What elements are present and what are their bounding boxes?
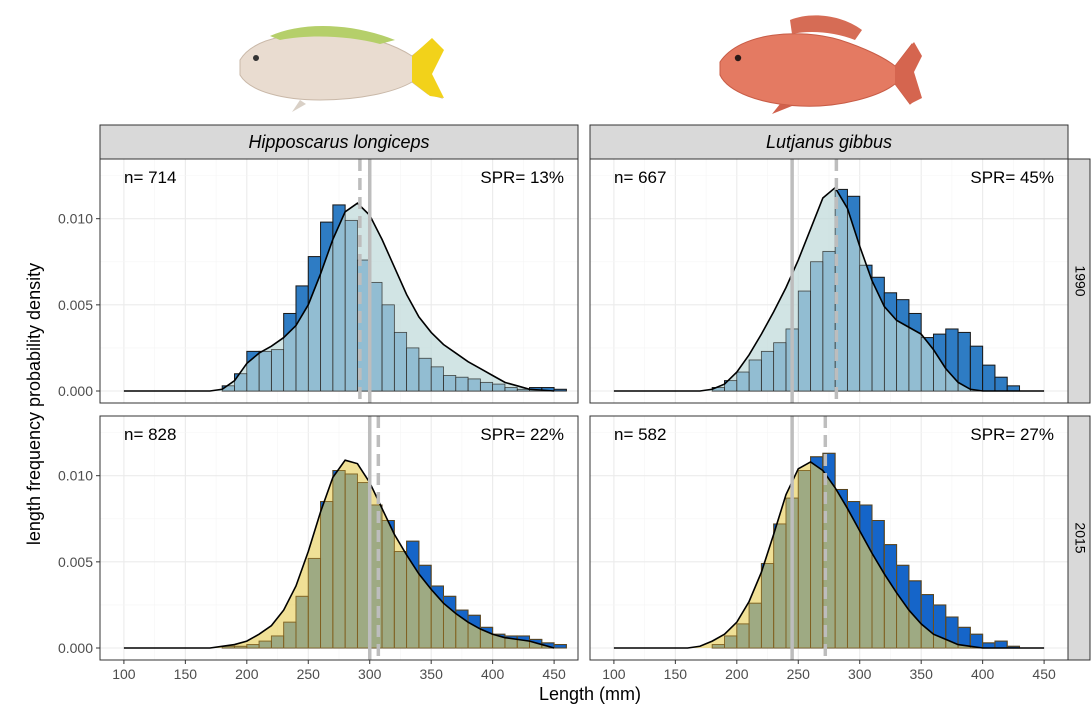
histogram-bar-outline (969, 633, 984, 649)
y-tick-label: 0.000 (58, 383, 93, 399)
n-label: n= 828 (124, 425, 176, 444)
panel-border (99, 415, 579, 661)
x-tick-label: 100 (602, 666, 626, 682)
x-tick-label: 200 (235, 666, 259, 682)
density-curve (123, 202, 555, 392)
x-tick-label: 150 (664, 666, 688, 682)
spr-label: SPR= 13% (480, 168, 564, 187)
n-label: n= 582 (614, 425, 666, 444)
y-tick-label: 0.010 (58, 468, 93, 484)
species-strip-label: Lutjanus gibbus (766, 132, 892, 152)
y-axis-title: length frequency probability density (24, 263, 44, 545)
n-label: n= 667 (614, 168, 666, 187)
n-label: n= 714 (124, 168, 176, 187)
x-axis-title: Length (mm) (539, 684, 641, 704)
species-strip-label: Hipposcarus longiceps (248, 132, 429, 152)
density-area (123, 203, 555, 391)
year-strip-label: 2015 (1072, 522, 1088, 553)
spr-label: SPR= 45% (970, 168, 1054, 187)
density-curve (613, 186, 1045, 392)
density-area (613, 187, 1045, 391)
x-tick-label: 400 (481, 666, 505, 682)
y-tick-label: 0.000 (58, 640, 93, 656)
x-tick-label: 150 (174, 666, 198, 682)
density-area (123, 460, 555, 648)
species-strip (589, 124, 1069, 160)
density-curve (123, 459, 555, 649)
histogram-bar-outline (553, 644, 567, 649)
y-tick-label: 0.005 (58, 297, 93, 313)
x-tick-label: 450 (1032, 666, 1056, 682)
histogram-bar (994, 640, 1008, 649)
spr-label: SPR= 22% (480, 425, 564, 444)
x-tick-label: 250 (787, 666, 811, 682)
x-tick-label: 300 (848, 666, 872, 682)
parrotfish-icon (239, 25, 444, 112)
panel-border (589, 415, 1069, 661)
year-strip-label: 1990 (1072, 265, 1088, 296)
snapper-icon (719, 15, 922, 114)
spr-label: SPR= 27% (970, 425, 1054, 444)
histogram-bar (982, 364, 996, 392)
histogram-bar (957, 331, 971, 392)
y-tick-label: 0.010 (58, 211, 93, 227)
panel-longiceps-1990: n= 714 SPR= 13% (99, 158, 579, 404)
panel-border (589, 158, 1069, 404)
density-curve (613, 460, 1045, 649)
panel-gibbus-1990: n= 667 SPR= 45% (589, 158, 1069, 404)
histogram-bar (969, 345, 984, 392)
histogram-bar (553, 644, 567, 649)
x-tick-label: 350 (910, 666, 934, 682)
histogram-bar (994, 376, 1008, 392)
histogram-bar-outline (553, 388, 567, 392)
x-tick-label: 100 (112, 666, 136, 682)
density-area (613, 461, 1045, 648)
y-tick-label: 0.005 (58, 554, 93, 570)
panel-longiceps-2015: n= 828 SPR= 22% (99, 415, 579, 661)
panel-gibbus-2015: n= 582 SPR= 27% (589, 415, 1069, 661)
species-strip (99, 124, 579, 160)
x-tick-label: 250 (297, 666, 321, 682)
x-tick-label: 200 (725, 666, 749, 682)
x-tick-label: 300 (358, 666, 382, 682)
x-tick-label: 400 (971, 666, 995, 682)
panel-border (99, 158, 579, 404)
x-tick-label: 350 (420, 666, 444, 682)
x-tick-label: 450 (542, 666, 566, 682)
